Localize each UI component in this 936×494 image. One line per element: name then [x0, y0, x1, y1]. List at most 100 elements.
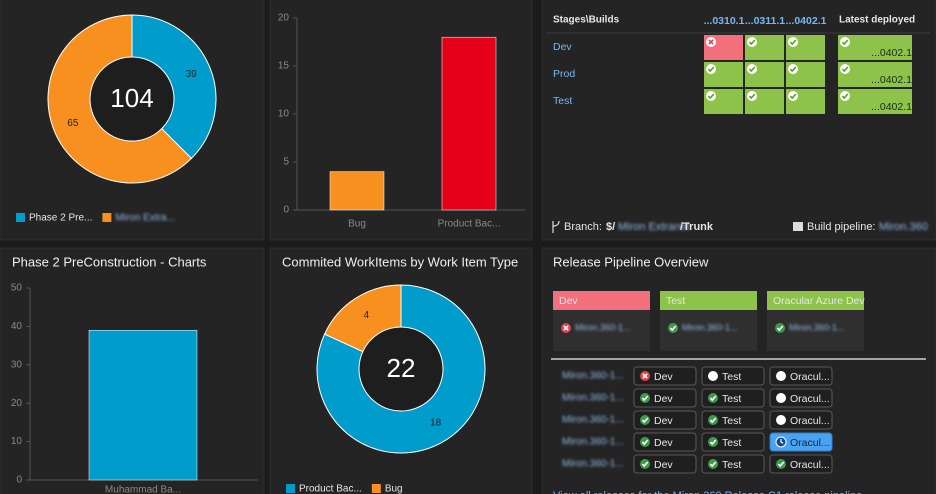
- latest-build[interactable]: ...0402.1: [871, 101, 912, 113]
- build-header[interactable]: ...0402.1: [786, 15, 827, 27]
- status-cell[interactable]: [838, 35, 912, 60]
- status-cell[interactable]: [838, 89, 912, 114]
- y-tick-label: 20: [11, 398, 23, 409]
- build-header[interactable]: ...0310.1: [704, 15, 745, 27]
- legend-swatch: [16, 213, 25, 222]
- environment-release[interactable]: Miron.360-1...: [682, 322, 738, 332]
- stage-chip[interactable]: [769, 366, 833, 386]
- icon-glyph: [789, 66, 797, 73]
- status-icon: [640, 393, 650, 403]
- stage-chip[interactable]: [769, 432, 833, 452]
- stage-chip[interactable]: [633, 388, 697, 408]
- icon-glyph: [669, 325, 677, 332]
- donut-slice: [47, 14, 193, 184]
- branch-suffix: /Trunk: [680, 221, 714, 233]
- release-name[interactable]: Miron.360-1...: [562, 459, 624, 470]
- latest-build[interactable]: ...0402.1: [871, 74, 912, 86]
- widget-title: Phase 2 PreConstruction - Charts: [12, 254, 207, 269]
- legend-label[interactable]: Bug: [385, 484, 403, 494]
- icon-glyph: [748, 93, 756, 100]
- footer-link[interactable]: View all releases for the Miron.360 Rele…: [553, 490, 862, 494]
- latest-build[interactable]: ...0402.1: [871, 47, 912, 59]
- status-icon: [788, 37, 798, 47]
- stage-chip[interactable]: [633, 366, 697, 386]
- icon-disc: [776, 393, 786, 403]
- x-tick-label: Muhammad Ba...: [105, 485, 181, 494]
- status-icon: [706, 64, 716, 74]
- environment-name: Dev: [559, 295, 578, 307]
- status-icon: [840, 91, 850, 101]
- icon-glyph: [641, 461, 649, 468]
- stage-chip[interactable]: [633, 410, 697, 430]
- status-icon: [788, 64, 798, 74]
- release-name[interactable]: Miron.360-1...: [562, 437, 624, 448]
- icon-glyph: [707, 93, 715, 100]
- environment-release[interactable]: Miron.360-1...: [575, 322, 631, 332]
- legend-swatch: [371, 484, 381, 493]
- build-header[interactable]: ...0311.1: [745, 15, 785, 27]
- icon-glyph: [789, 39, 797, 46]
- icon-glyph: [776, 325, 784, 332]
- donut-slice: [316, 284, 486, 454]
- stage-chip[interactable]: [701, 454, 765, 474]
- icon-glyph: [841, 66, 849, 73]
- donut-slice: [131, 14, 217, 160]
- icon-glyph: [641, 395, 649, 402]
- stage-label: Dev: [654, 437, 673, 449]
- stage-chip[interactable]: [701, 366, 765, 386]
- status-icon: [776, 459, 786, 469]
- stage-chip[interactable]: [701, 410, 765, 430]
- legend-label[interactable]: Miron Extra...: [115, 213, 174, 224]
- icon-glyph: [707, 66, 715, 73]
- icon-glyph: [748, 39, 756, 46]
- status-icon: [776, 415, 786, 425]
- status-icon: [640, 371, 650, 381]
- icon-glyph: [642, 373, 648, 379]
- y-tick-label: 10: [11, 436, 23, 447]
- stage-label: Oracul...: [790, 459, 830, 471]
- icon-glyph: [709, 461, 717, 468]
- release-name[interactable]: Miron.360-1...: [562, 371, 624, 382]
- release-name[interactable]: Miron.360-1...: [562, 393, 624, 404]
- status-icon: [788, 91, 798, 101]
- stage-label: Oracul...: [790, 415, 830, 427]
- status-icon: [776, 371, 786, 381]
- icon-disc: [776, 371, 786, 381]
- stage-name[interactable]: Test: [553, 95, 572, 107]
- stage-chip[interactable]: [633, 432, 697, 452]
- release-name[interactable]: Miron.360-1...: [562, 415, 624, 426]
- stage-chip[interactable]: [769, 388, 833, 408]
- stage-label: Dev: [654, 415, 673, 427]
- status-cell[interactable]: [838, 62, 912, 87]
- y-tick-label: 0: [283, 205, 289, 216]
- status-icon: [708, 437, 718, 447]
- stage-name[interactable]: Dev: [553, 41, 572, 53]
- environment-release[interactable]: Miron.360-1...: [789, 322, 845, 332]
- icon-glyph: [709, 417, 717, 424]
- stage-chip[interactable]: [701, 388, 765, 408]
- pipeline-name[interactable]: Miron.360: [879, 221, 928, 233]
- status-icon: [747, 37, 757, 47]
- bar: [88, 329, 198, 481]
- legend-swatch: [286, 484, 295, 493]
- donut-total: 22: [387, 353, 416, 383]
- slice-label: 39: [186, 69, 198, 80]
- environment-name: Test: [666, 295, 685, 307]
- icon-glyph: [748, 66, 756, 73]
- status-icon: [840, 37, 850, 47]
- stage-label: Test: [722, 415, 741, 427]
- icon-glyph: [709, 395, 717, 402]
- slice-label: 65: [67, 118, 79, 129]
- stage-chip[interactable]: [769, 454, 833, 474]
- stage-label: Test: [722, 371, 741, 383]
- table-header: Latest deployed: [839, 15, 915, 26]
- icon-glyph: [709, 439, 717, 446]
- stage-chip[interactable]: [633, 454, 697, 474]
- legend-label[interactable]: Product Bac...: [299, 484, 362, 494]
- status-icon: [706, 37, 716, 47]
- stage-chip[interactable]: [701, 432, 765, 452]
- stage-chip[interactable]: [769, 410, 833, 430]
- legend-label[interactable]: Phase 2 Pre...: [29, 213, 92, 224]
- stage-label: Test: [722, 437, 741, 449]
- stage-name[interactable]: Prod: [553, 68, 575, 80]
